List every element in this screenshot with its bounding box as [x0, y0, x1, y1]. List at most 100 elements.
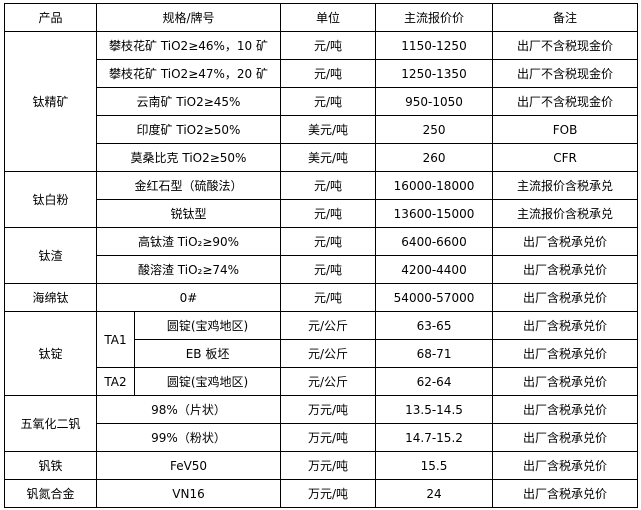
note-cell: 出厂含税承兑价: [492, 227, 639, 256]
price-cell: 1150-1250: [375, 31, 494, 60]
unit-cell: 元/吨: [280, 87, 377, 116]
spec-cell: 莫桑比克 TiO2≥50%: [95, 143, 282, 172]
table-row: 云南矿 TiO2≥45% 元/吨 950-1050 出厂不含税现金价: [5, 87, 639, 116]
price-cell: 250: [375, 115, 494, 144]
unit-cell: 元/吨: [280, 59, 377, 88]
note-cell: 出厂含税承兑价: [492, 423, 639, 452]
spec-cell: 99%（粉状）: [95, 423, 282, 452]
table-row: 钒氮合金 VN16 万元/吨 24 出厂含税承兑价: [4, 479, 639, 508]
table-row: TA2 圆锭(宝鸡地区) 元/公斤 62-64 出厂含税承兑价: [5, 367, 639, 396]
price-cell: 13.5-14.5: [375, 395, 494, 424]
table-row: 莫桑比克 TiO2≥50% 美元/吨 260 CFR: [5, 143, 639, 172]
price-cell: 260: [375, 143, 494, 172]
product-cell: 钒铁: [4, 451, 97, 480]
table-row: 钒铁 FeV50 万元/吨 15.5 出厂含税承兑价: [4, 451, 639, 480]
note-cell: FOB: [492, 115, 639, 144]
spec-cell: FeV50: [95, 451, 282, 480]
header-unit: 单位: [280, 3, 377, 32]
table-row: 钛白粉 金红石型（硫酸法） 元/吨 16000-18000 主流报价含税承兑: [4, 171, 639, 228]
price-cell: 24: [375, 479, 494, 508]
unit-cell: 万元/吨: [280, 395, 377, 424]
header-row: 产品 规格/牌号 单位 主流报价价 备注: [4, 3, 639, 32]
spec-cell: 云南矿 TiO2≥45%: [95, 87, 282, 116]
price-cell: 63-65: [375, 311, 494, 340]
price-table: 产品 规格/牌号 单位 主流报价价 备注 钛精矿 攀枝花矿 TiO2≥46%，10 矿元/吨…: [4, 3, 639, 508]
product-cell: 钛精矿: [4, 31, 97, 172]
table-row: 钛锭 TA1 圆锭(宝鸡地区) 元/公斤 63-65 出厂含税承兑价: [4, 311, 639, 396]
note-cell: 出厂含税承兑价: [492, 339, 639, 368]
spec-cell: 圆锭(宝鸡地区): [133, 311, 282, 340]
spec-cell: 98%（片状）: [95, 395, 282, 424]
note-cell: 出厂不含税现金价: [492, 31, 639, 60]
spec-cell: 圆锭(宝鸡地区): [133, 367, 282, 396]
unit-cell: 元/吨: [280, 255, 377, 284]
spec-cell: 锐钛型: [95, 199, 282, 228]
product-cell: 五氧化二钒: [4, 395, 97, 452]
table-row: 钛渣 高钛渣 TiO₂≥90% 元/吨 6400-6600 出厂含税承兑价: [4, 227, 639, 284]
unit-cell: 元/吨: [280, 31, 377, 60]
note-cell: 出厂含税承兑价: [492, 255, 639, 284]
note-cell: 主流报价含税承兑: [492, 171, 639, 200]
unit-cell: 万元/吨: [280, 479, 377, 508]
note-cell: 主流报价含税承兑: [492, 199, 639, 228]
unit-cell: 元/吨: [280, 199, 377, 228]
table-row: 海绵钛 0# 元/吨 54000-57000 出厂含税承兑价: [4, 283, 639, 312]
table-row: 印度矿 TiO2≥50% 美元/吨 250 FOB: [5, 115, 639, 144]
product-cell: 海绵钛: [4, 283, 97, 312]
table-row: EB 板坯 元/公斤 68-71 出厂含税承兑价: [5, 339, 639, 368]
unit-cell: 美元/吨: [280, 143, 377, 172]
spec-cell: 攀枝花矿 TiO2≥46%，10 矿: [95, 31, 282, 60]
grade-cell: TA2: [96, 367, 135, 396]
spec-cell: EB 板坯: [133, 339, 282, 368]
header-product: 产品: [4, 3, 97, 32]
header-note: 备注: [492, 3, 639, 32]
price-cell: 13600-15000: [375, 199, 494, 228]
note-cell: 出厂含税承兑价: [492, 451, 639, 480]
spec-cell: 攀枝花矿 TiO2≥47%，20 矿: [95, 59, 282, 88]
table-row: 酸溶渣 TiO₂≥74% 元/吨 4200-4400 出厂含税承兑价: [5, 255, 639, 284]
unit-cell: 元/公斤: [280, 311, 377, 340]
unit-cell: 美元/吨: [280, 115, 377, 144]
unit-cell: 元/公斤: [280, 339, 377, 368]
note-cell: 出厂含税承兑价: [492, 479, 639, 508]
note-cell: 出厂含税承兑价: [492, 395, 639, 424]
price-cell: 950-1050: [375, 87, 494, 116]
note-cell: 出厂含税承兑价: [492, 283, 639, 312]
table-row: 99%（粉状） 万元/吨 14.7-15.2 出厂含税承兑价: [5, 423, 639, 452]
unit-cell: 元/吨: [280, 171, 377, 200]
unit-cell: 元/吨: [280, 227, 377, 256]
table-row: 钛精矿 攀枝花矿 TiO2≥46%，10 矿元/吨 1150-1250 出厂不含税现金…: [4, 31, 639, 172]
product-cell: 钛渣: [4, 227, 97, 284]
price-cell: 14.7-15.2: [375, 423, 494, 452]
note-cell: 出厂含税承兑价: [492, 311, 639, 340]
header-price: 主流报价价: [375, 3, 494, 32]
price-cell: 62-64: [375, 367, 494, 396]
product-cell: 钒氮合金: [4, 479, 97, 508]
spec-cell: 高钛渣 TiO₂≥90%: [95, 227, 282, 256]
spec-cell: 0#: [95, 283, 282, 312]
price-cell: 15.5: [375, 451, 494, 480]
table-row: 五氧化二钒 98%（片状） 万元/吨 13.5-14.5 出厂含税承兑价: [4, 395, 639, 452]
unit-cell: 万元/吨: [280, 451, 377, 480]
product-cell: 钛白粉: [4, 171, 97, 228]
spec-cell: 酸溶渣 TiO₂≥74%: [95, 255, 282, 284]
spec-cell: 印度矿 TiO2≥50%: [95, 115, 282, 144]
header-spec: 规格/牌号: [95, 3, 282, 32]
price-cell: 4200-4400: [375, 255, 494, 284]
product-cell: 钛锭: [4, 311, 97, 396]
price-cell: 1250-1350: [375, 59, 494, 88]
unit-cell: 万元/吨: [280, 423, 377, 452]
price-cell: 6400-6600: [375, 227, 494, 256]
spec-cell: 金红石型（硫酸法）: [95, 171, 282, 200]
table-row: 锐钛型 元/吨 13600-15000 主流报价含税承兑: [5, 199, 639, 228]
price-cell: 54000-57000: [375, 283, 494, 312]
spec-cell: VN16: [95, 479, 282, 508]
grade-cell: TA1: [96, 311, 135, 368]
note-cell: 出厂含税承兑价: [492, 367, 639, 396]
table-row: 攀枝花矿 TiO2≥47%，20 矿元/吨 1250-1350 出厂不含税现金价: [5, 59, 639, 88]
unit-cell: 元/公斤: [280, 367, 377, 396]
note-cell: CFR: [492, 143, 639, 172]
unit-cell: 元/吨: [280, 283, 377, 312]
note-cell: 出厂不含税现金价: [492, 59, 639, 88]
price-cell: 16000-18000: [375, 171, 494, 200]
